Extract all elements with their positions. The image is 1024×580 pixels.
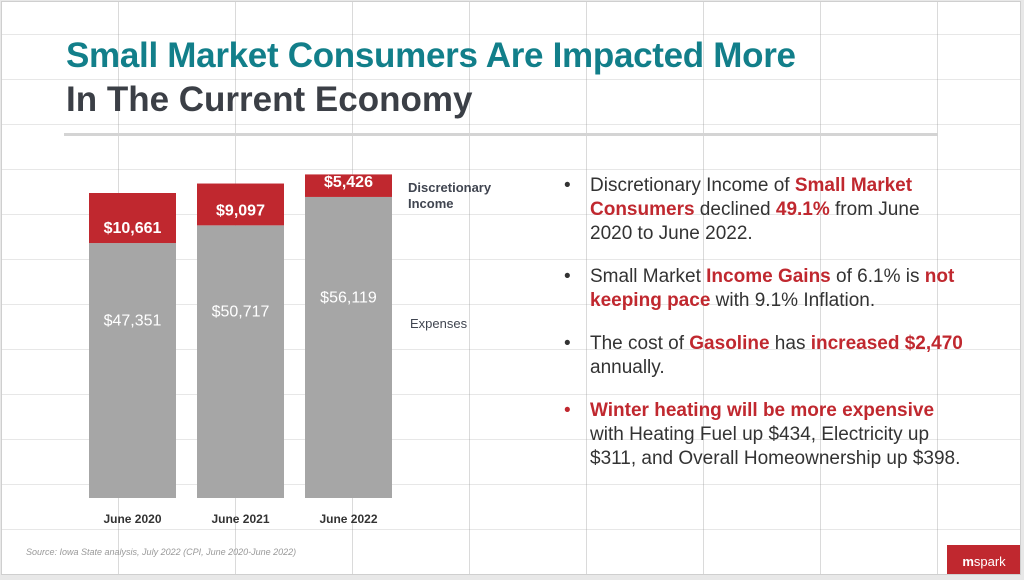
discretionary-label: $5,426 bbox=[324, 174, 373, 191]
bullet-text: from June 2020 to June 2022. bbox=[590, 199, 920, 244]
category-label: June 2020 bbox=[103, 512, 161, 526]
discretionary-bar bbox=[197, 183, 284, 226]
highlight-text: not keeping pace bbox=[590, 266, 955, 311]
bullet-text: has bbox=[769, 333, 811, 354]
bullet-item: Winter heating will be more expensive wi… bbox=[564, 399, 964, 471]
bullet-list: Discretionary Income of Small Market Con… bbox=[564, 174, 964, 490]
bullet-text: with Heating Fuel up $434, Electricity u… bbox=[590, 424, 961, 469]
bullet-text: Small Market bbox=[590, 266, 707, 287]
highlight-text: 49.1% bbox=[775, 199, 830, 220]
bullet-text: declined bbox=[694, 199, 776, 220]
title-divider bbox=[64, 133, 938, 136]
expenses-bar bbox=[89, 243, 176, 498]
highlight-text: Gasoline bbox=[689, 333, 770, 354]
title-line-1: Small Market Consumers Are Impacted More bbox=[66, 36, 796, 75]
category-label: June 2022 bbox=[319, 512, 377, 526]
bullet-text: Discretionary Income of bbox=[590, 175, 795, 196]
bullet-item: Small Market Income Gains of 6.1% is not… bbox=[564, 265, 964, 313]
title-line-2: In The Current Economy bbox=[66, 80, 473, 119]
discretionary-label: $10,661 bbox=[104, 220, 162, 237]
highlight-text: Winter heating will be more expensive bbox=[590, 400, 935, 421]
highlight-text: increased $2,470 bbox=[810, 333, 963, 354]
legend-discretionary: Discretionary bbox=[408, 180, 492, 195]
expenses-label: $47,351 bbox=[104, 313, 162, 330]
highlight-text: Income Gains bbox=[706, 266, 831, 287]
discretionary-bar bbox=[305, 174, 392, 197]
legend-discretionary-2: Income bbox=[408, 196, 454, 211]
expenses-label: $50,717 bbox=[212, 304, 270, 321]
category-label: June 2021 bbox=[211, 512, 269, 526]
discretionary-label: $9,097 bbox=[216, 202, 265, 219]
bullet-item: The cost of Gasoline has increased $2,47… bbox=[564, 332, 964, 380]
highlight-text: Small Market Consumers bbox=[590, 175, 913, 220]
bullet-text: annually. bbox=[590, 357, 665, 378]
legend-expenses: Expenses bbox=[410, 316, 468, 331]
bullet-item: Discretionary Income of Small Market Con… bbox=[564, 174, 964, 246]
discretionary-bar bbox=[89, 193, 176, 244]
bullet-text: The cost of bbox=[590, 333, 690, 354]
expenses-label: $56,119 bbox=[320, 289, 377, 306]
source-note: Source: Iowa State analysis, July 2022 (… bbox=[26, 547, 297, 557]
bullet-text: of 6.1% is bbox=[830, 266, 925, 287]
expenses-bar bbox=[305, 196, 392, 498]
expenses-bar bbox=[197, 225, 284, 498]
bullet-text: with 9.1% Inflation. bbox=[710, 290, 876, 311]
mspark-logo: m spark bbox=[947, 545, 1020, 574]
